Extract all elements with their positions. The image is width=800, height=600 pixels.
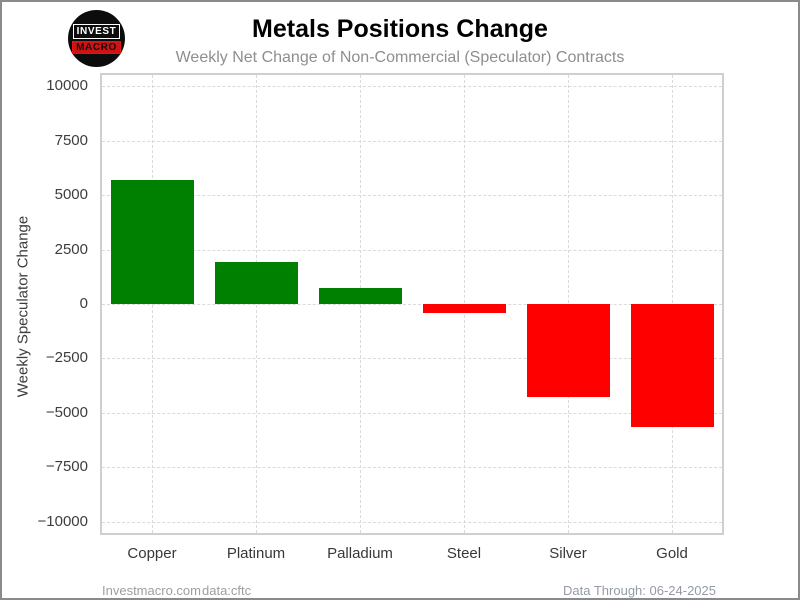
chart-subtitle: Weekly Net Change of Non-Commercial (Spe… (175, 49, 625, 66)
bar-palladium (318, 287, 402, 304)
y-tick-label--5000: −5000 (45, 403, 88, 421)
x-tick-label-gold: Gold (656, 545, 688, 562)
y-tick-label-0: 0 (79, 295, 88, 312)
y-tick-label-10000: 10000 (46, 77, 88, 95)
bar-steel (422, 304, 506, 314)
y-tick-label-2500: 2500 (54, 240, 88, 258)
footer-site-text: Investmacro.com (102, 583, 201, 598)
gridline-h-0 (102, 304, 722, 305)
y-tick-label--10000: −10000 (37, 512, 88, 530)
gridline-h-5000 (102, 195, 722, 197)
y-tick-label-5000: 5000 (54, 186, 88, 204)
plot-area (100, 73, 724, 535)
y-tick-label--7500: −7500 (45, 458, 88, 476)
x-tick-label-steel: Steel (446, 545, 482, 562)
y-tick-label-7500: 7500 (54, 131, 88, 149)
gridline-v-platinum (256, 75, 257, 533)
gridline-h-7500 (102, 140, 722, 142)
gridline-h--7500 (102, 467, 722, 469)
gridline-v-palladium (360, 75, 361, 533)
x-tick-label-platinum: Platinum (226, 545, 286, 562)
bar-platinum (214, 261, 298, 304)
bar-copper (110, 179, 194, 304)
y-tick-label--2500: −2500 (45, 349, 88, 367)
gridline-v-copper (152, 75, 153, 533)
logo-macro-text: MACRO (72, 40, 121, 54)
investmacro-logo: INVEST MACRO (68, 10, 125, 67)
footer-source-text: data:cftc (202, 583, 252, 598)
gridline-h--2500 (102, 358, 722, 360)
gridline-h-2500 (102, 249, 722, 251)
chart-title: Metals Positions Change (252, 15, 548, 43)
logo-invest-text: INVEST (72, 23, 121, 39)
gridline-h-10000 (102, 86, 722, 88)
bar-gold (630, 304, 714, 428)
gridline-h--5000 (102, 412, 722, 414)
footer-data-through: Data Through: 06-24-2025 (563, 583, 716, 598)
x-tick-label-silver: Silver (549, 545, 587, 562)
gridline-h--10000 (102, 521, 722, 523)
x-tick-label-copper: Copper (127, 545, 177, 562)
x-tick-label-palladium: Palladium (327, 545, 393, 562)
bar-silver (526, 304, 610, 397)
